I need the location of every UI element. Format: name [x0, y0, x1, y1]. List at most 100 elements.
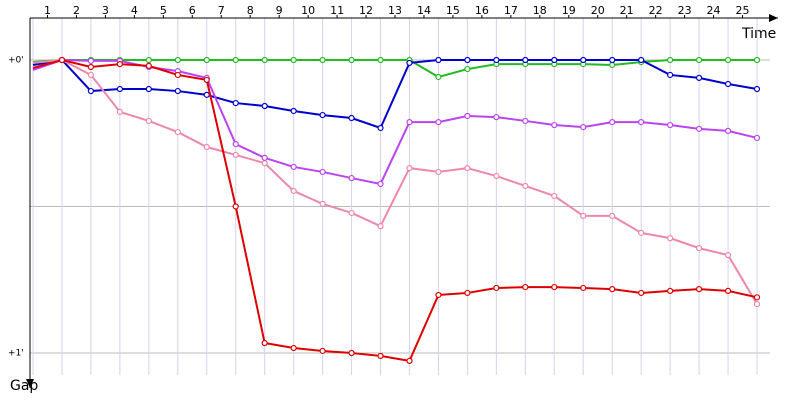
series-line	[32, 59, 757, 79]
y-tick-label: +1'	[8, 349, 24, 359]
x-axis-arrow	[769, 14, 778, 22]
data-point	[551, 283, 558, 291]
series-line	[32, 58, 758, 186]
data-point	[145, 85, 152, 93]
data-point	[435, 291, 442, 299]
x-tick-label: 17	[504, 4, 518, 17]
data-point	[435, 56, 442, 64]
data-point	[377, 56, 384, 64]
data-point	[493, 56, 500, 64]
data-point	[753, 85, 761, 93]
data-point	[261, 339, 268, 347]
data-point	[753, 56, 761, 64]
data-point	[232, 56, 239, 64]
data-point	[695, 74, 703, 81]
data-point	[609, 119, 616, 126]
data-point	[667, 287, 674, 294]
data-point	[406, 165, 413, 172]
data-point	[753, 134, 761, 142]
data-point	[87, 63, 95, 71]
data-point	[319, 168, 326, 176]
data-point	[319, 56, 326, 64]
data-point	[667, 56, 674, 64]
data-point	[116, 61, 123, 68]
y-axis-title: Gap	[10, 378, 38, 394]
data-point	[290, 163, 297, 171]
data-point	[348, 349, 355, 357]
data-point	[580, 56, 587, 64]
data-point	[174, 128, 181, 136]
data-point	[174, 87, 181, 95]
x-tick-label: 18	[533, 4, 547, 17]
data-point	[580, 123, 587, 131]
x-tick-label: 6	[189, 4, 196, 17]
data-point	[406, 59, 413, 67]
data-point	[724, 127, 732, 135]
data-point	[377, 223, 384, 230]
data-point	[174, 71, 181, 79]
x-tick-label: 10	[301, 4, 315, 17]
data-point	[290, 187, 297, 195]
data-point	[638, 289, 645, 297]
data-point	[435, 168, 442, 176]
data-point	[667, 71, 674, 79]
data-point	[609, 56, 616, 64]
data-point	[203, 76, 210, 84]
data-point	[695, 56, 703, 64]
x-tick-label: 2	[73, 4, 80, 17]
data-point	[348, 56, 355, 64]
data-point	[406, 357, 413, 365]
data-point	[203, 91, 210, 98]
data-point	[116, 108, 123, 115]
data-point	[667, 121, 674, 129]
data-point	[493, 172, 500, 180]
data-point	[261, 56, 268, 64]
data-point	[348, 114, 355, 122]
data-point	[638, 119, 645, 126]
data-point	[638, 56, 645, 64]
x-tick-label: 15	[446, 4, 460, 17]
x-tick-label: 12	[359, 4, 373, 17]
data-point	[261, 154, 268, 161]
x-tick-label: 19	[562, 4, 576, 17]
data-point	[464, 289, 471, 297]
data-point	[319, 200, 326, 207]
x-tick-label: 21	[620, 4, 634, 17]
data-point	[753, 294, 761, 301]
data-point	[174, 56, 181, 64]
x-tick-label: 1	[44, 4, 51, 17]
x-tick-label: 4	[131, 4, 138, 17]
x-tick-label: 25	[736, 4, 750, 17]
data-point	[58, 56, 66, 64]
data-point	[609, 212, 616, 219]
data-point	[724, 80, 732, 88]
x-tick-label: 5	[160, 4, 167, 17]
data-point	[87, 57, 95, 64]
x-tick-label: 23	[678, 4, 692, 17]
x-tick-label: 3	[102, 4, 109, 17]
x-tick-label: 9	[276, 4, 283, 17]
data-point	[724, 56, 732, 64]
data-point	[290, 56, 297, 64]
data-point	[724, 252, 732, 259]
data-point	[580, 284, 587, 292]
x-tick-label: 11	[330, 4, 344, 17]
data-point	[493, 114, 500, 121]
data-point	[580, 212, 587, 219]
data-point	[464, 165, 471, 172]
x-tick-label: 7	[218, 4, 225, 17]
data-point	[609, 61, 616, 69]
data-point	[522, 182, 529, 190]
data-point	[377, 124, 384, 132]
data-point	[609, 286, 616, 293]
data-point	[203, 143, 210, 151]
series-line	[32, 58, 758, 363]
data-point	[464, 112, 471, 120]
data-point	[753, 300, 761, 308]
data-point	[319, 347, 326, 355]
data-point	[348, 209, 355, 217]
data-point	[435, 119, 442, 126]
data-point	[551, 121, 558, 129]
data-point	[522, 283, 529, 291]
data-point	[638, 229, 645, 236]
